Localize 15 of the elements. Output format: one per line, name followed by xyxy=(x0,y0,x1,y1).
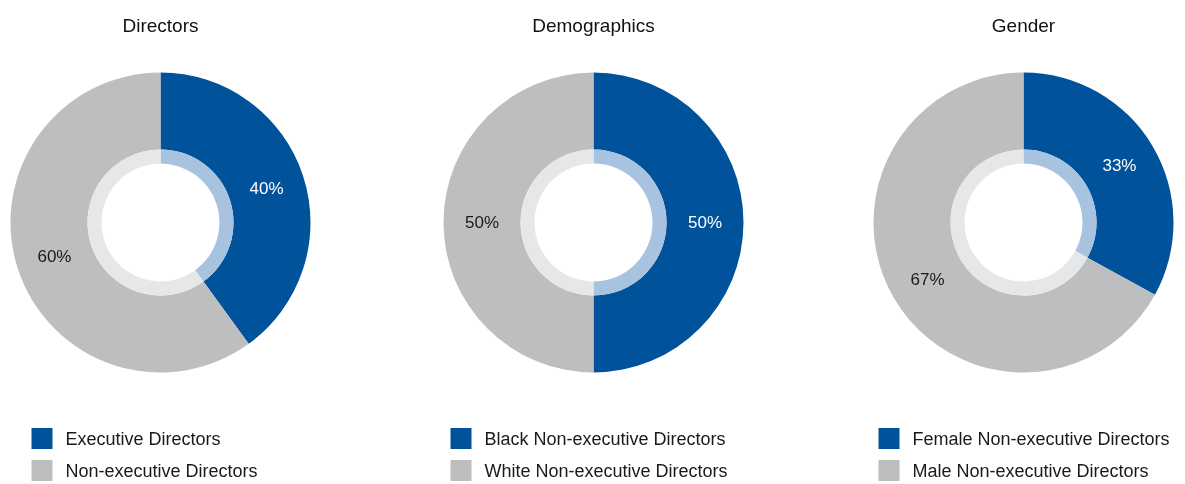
legend-label: Male Non-executive Directors xyxy=(912,460,1149,481)
chart-title: Gender xyxy=(991,15,1056,36)
data-label: 60% xyxy=(37,247,72,267)
data-label: 50% xyxy=(687,213,723,232)
chart-title: Demographics xyxy=(532,15,655,36)
legend-label: Executive Directors xyxy=(65,428,221,449)
legend-label: White Non-executive Directors xyxy=(484,460,728,481)
data-label: 33% xyxy=(1102,156,1137,176)
chart-title: Directors xyxy=(122,15,199,36)
legend-label: Black Non-executive Directors xyxy=(484,428,726,449)
data-label: 50% xyxy=(464,213,500,232)
data-label: 40% xyxy=(249,178,284,198)
legend-label: Non-executive Directors xyxy=(65,460,258,481)
legend-label: Female Non-executive Directors xyxy=(912,428,1170,449)
data-label: 67% xyxy=(910,269,945,289)
